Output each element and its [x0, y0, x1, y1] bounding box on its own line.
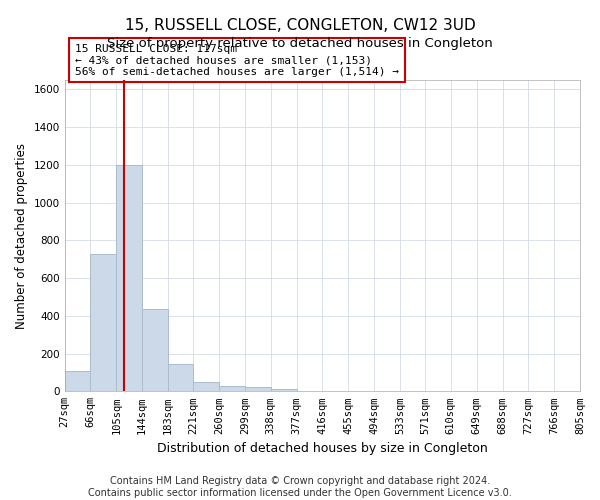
Bar: [219, 386, 245, 392]
Bar: [142, 309, 168, 392]
Bar: [65, 372, 91, 392]
Bar: [271, 390, 296, 392]
Y-axis label: Number of detached properties: Number of detached properties: [15, 142, 28, 328]
Text: 15, RUSSELL CLOSE, CONGLETON, CW12 3UD: 15, RUSSELL CLOSE, CONGLETON, CW12 3UD: [125, 18, 475, 32]
Text: Contains HM Land Registry data © Crown copyright and database right 2024.
Contai: Contains HM Land Registry data © Crown c…: [88, 476, 512, 498]
Bar: [168, 364, 193, 392]
Text: Size of property relative to detached houses in Congleton: Size of property relative to detached ho…: [107, 38, 493, 51]
Text: 15 RUSSELL CLOSE: 117sqm
← 43% of detached houses are smaller (1,153)
56% of sem: 15 RUSSELL CLOSE: 117sqm ← 43% of detach…: [75, 44, 399, 77]
Bar: [193, 382, 219, 392]
Bar: [91, 254, 116, 392]
X-axis label: Distribution of detached houses by size in Congleton: Distribution of detached houses by size …: [157, 442, 488, 455]
Bar: [116, 165, 142, 392]
Bar: [245, 386, 271, 392]
